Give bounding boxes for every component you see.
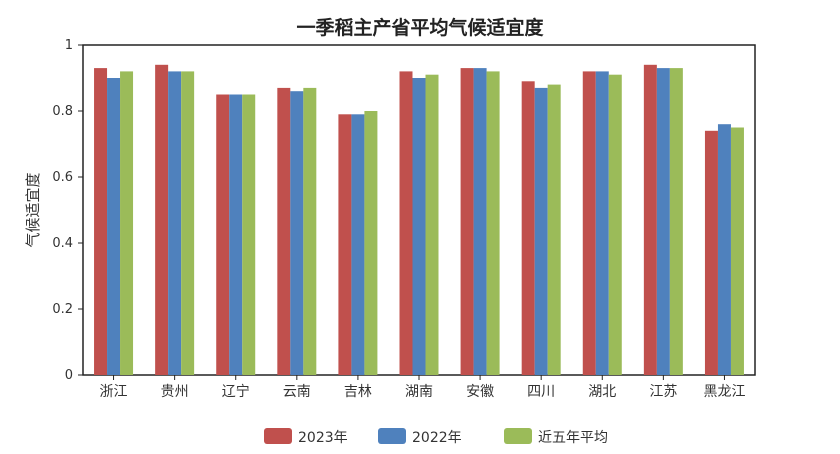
y-tick-label: 0.4 xyxy=(52,236,73,251)
x-tick-label: 四川 xyxy=(527,384,555,400)
x-tick-label: 黑龙江 xyxy=(703,384,745,400)
bar xyxy=(460,68,474,375)
legend-swatch xyxy=(504,428,532,444)
bar xyxy=(303,87,317,376)
bar xyxy=(242,94,256,375)
bar xyxy=(595,71,609,376)
bar xyxy=(704,130,718,375)
x-tick-label: 贵州 xyxy=(161,384,189,400)
bar xyxy=(547,84,561,375)
bar xyxy=(168,71,182,376)
bar xyxy=(290,91,304,375)
bar xyxy=(399,71,413,376)
bar xyxy=(338,114,352,376)
chart-title: 一季稻主产省平均气候适宜度 xyxy=(296,16,544,39)
bar xyxy=(643,64,657,376)
bar xyxy=(521,81,535,376)
bar xyxy=(181,71,195,376)
bar xyxy=(730,127,744,375)
bar xyxy=(669,68,683,375)
bar xyxy=(94,68,108,375)
legend: 2023年 2022年 近五年平均 xyxy=(264,428,608,446)
bar xyxy=(229,94,243,375)
legend-swatch xyxy=(264,428,292,444)
y-tick-label: 1 xyxy=(65,38,73,53)
plot-area: 0 0.2 0.4 0.6 0.8 1 浙江 贵州 辽宁 云南 吉林 湖南 安徽 四川 湖北 江苏 黑龙江 xyxy=(52,38,756,400)
x-tick-label: 安徽 xyxy=(466,384,494,400)
bar xyxy=(412,78,426,375)
bar xyxy=(364,111,378,375)
bar xyxy=(608,74,622,375)
legend-label: 近五年平均 xyxy=(538,430,608,446)
x-tick-label: 云南 xyxy=(283,384,311,400)
bar xyxy=(582,71,596,376)
y-tick-label: 0.2 xyxy=(52,302,73,317)
x-tick-label: 江苏 xyxy=(649,384,677,400)
bar xyxy=(473,68,487,375)
bar xyxy=(486,71,500,376)
bar xyxy=(717,124,731,375)
bar xyxy=(534,87,548,376)
bar xyxy=(351,114,365,376)
bar xyxy=(107,78,121,375)
bar xyxy=(277,87,291,376)
y-tick-label: 0.6 xyxy=(52,170,73,185)
y-axis-label: 气候适宜度 xyxy=(24,172,42,247)
x-tick-label: 湖北 xyxy=(588,384,616,400)
bar xyxy=(155,64,169,376)
bar xyxy=(216,94,230,375)
x-tick-label: 辽宁 xyxy=(222,383,250,400)
x-tick-label: 湖南 xyxy=(405,384,433,400)
legend-label: 2022年 xyxy=(412,430,462,446)
x-tick-label: 浙江 xyxy=(100,384,128,400)
x-tick-label: 吉林 xyxy=(344,384,372,400)
bar xyxy=(120,71,134,376)
bar xyxy=(656,68,670,375)
y-tick-label: 0.8 xyxy=(52,104,73,119)
legend-swatch xyxy=(378,428,406,444)
y-tick-label: 0 xyxy=(65,368,73,383)
bar xyxy=(425,74,439,375)
legend-label: 2023年 xyxy=(298,430,348,446)
